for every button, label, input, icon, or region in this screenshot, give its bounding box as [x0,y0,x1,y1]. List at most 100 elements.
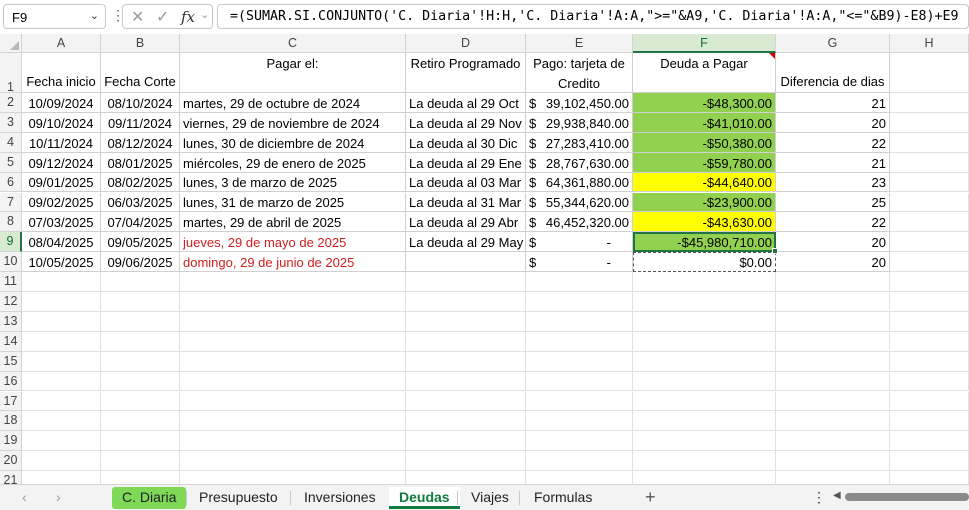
cell-g8[interactable]: 22 [776,212,890,233]
cell-c9[interactable]: jueves, 29 de mayo de 2025 [180,232,406,253]
cell[interactable] [526,351,633,372]
cell-c8[interactable]: martes, 29 de abril de 2025 [180,212,406,233]
tab-c-diaria[interactable]: C. Diaria [112,487,187,509]
cell[interactable] [526,311,633,332]
cell[interactable] [890,431,969,452]
cell-f8[interactable]: -$43,630.00 [633,212,776,233]
cell[interactable] [776,272,890,292]
cell[interactable] [406,331,526,352]
cell-a5[interactable]: 09/12/2024 [22,152,101,173]
row-header-12[interactable]: 12 [0,292,22,312]
cell-a8[interactable]: 07/03/2025 [22,212,101,233]
row-header-16[interactable]: 16 [0,371,22,392]
row-header-20[interactable]: 20 [0,451,22,472]
cell[interactable] [406,351,526,372]
tab-inversiones[interactable]: Inversiones [304,489,376,505]
header-cell-e[interactable]: Pago: tarjeta de Credito [526,53,633,93]
cell[interactable] [526,411,633,432]
chevron-left-icon[interactable]: ‹ [22,489,27,505]
cell-f5[interactable]: -$59,780.00 [633,152,776,173]
cell[interactable] [22,391,101,412]
cell-g2[interactable]: 21 [776,93,890,113]
cell-f7[interactable]: -$23,900.00 [633,192,776,213]
horizontal-scrollbar[interactable]: ◀ [833,490,969,504]
cell[interactable] [101,371,180,392]
cell[interactable] [406,391,526,412]
cell[interactable] [776,351,890,372]
cell[interactable] [22,292,101,312]
cell-a10[interactable]: 10/05/2025 [22,252,101,273]
cell-e3[interactable]: $29,938,840.00 [526,112,633,133]
cell[interactable] [180,391,406,412]
cell-b10[interactable]: 09/06/2025 [101,252,180,273]
cell-b7[interactable]: 06/03/2025 [101,192,180,213]
column-header-h[interactable]: H [890,34,969,53]
name-box[interactable]: F9 ⌄ [3,4,106,29]
cell[interactable] [633,451,776,472]
scrollbar-thumb[interactable] [845,493,969,501]
cell[interactable] [890,272,969,292]
cell-d10[interactable] [406,252,526,273]
cell[interactable] [180,351,406,372]
row-header-1[interactable]: 1 [0,53,22,94]
cell-g6[interactable]: 23 [776,172,890,193]
cell-b9[interactable]: 09/05/2025 [101,232,180,253]
cell[interactable] [633,311,776,332]
cell[interactable] [890,232,969,253]
cell-a6[interactable]: 09/01/2025 [22,172,101,193]
cell-c4[interactable]: lunes, 30 de diciembre de 2024 [180,132,406,153]
cell[interactable] [180,311,406,332]
cell[interactable] [526,391,633,412]
cell[interactable] [22,272,101,292]
cell[interactable] [526,431,633,452]
cell[interactable] [22,371,101,392]
header-cell-b[interactable]: Fecha Corte [101,53,180,93]
cell[interactable] [890,252,969,273]
cell[interactable] [406,311,526,332]
cell[interactable] [180,292,406,312]
cell-d3[interactable]: La deuda al 29 Nov [406,112,526,133]
cell[interactable] [101,292,180,312]
cell[interactable] [180,411,406,432]
column-header-d[interactable]: D [406,34,526,53]
cell-d6[interactable]: La deuda al 03 Mar [406,172,526,193]
cell[interactable] [526,272,633,292]
cell-b3[interactable]: 09/11/2024 [101,112,180,133]
cell[interactable] [776,371,890,392]
row-header-7[interactable]: 7 [0,192,22,213]
column-header-c[interactable]: C [180,34,406,53]
cell[interactable] [633,391,776,412]
row-header-10[interactable]: 10 [0,252,22,273]
cell[interactable] [22,451,101,472]
cell-c2[interactable]: martes, 29 de octubre de 2024 [180,93,406,113]
plus-icon[interactable]: + [645,487,656,507]
cell[interactable] [101,272,180,292]
chevron-down-icon[interactable]: ⌄ [200,9,210,21]
cell[interactable] [180,272,406,292]
cell[interactable] [526,371,633,392]
cell-g10[interactable]: 20 [776,252,890,273]
fx-icon[interactable]: fx [181,8,196,26]
chevron-down-icon[interactable]: ⌄ [89,10,99,22]
cell[interactable] [22,351,101,372]
cell-g9[interactable]: 20 [776,232,890,253]
cell-g3[interactable]: 20 [776,112,890,133]
cell-a3[interactable]: 09/10/2024 [22,112,101,133]
cell[interactable] [406,292,526,312]
header-cell-a[interactable]: Fecha inicio [22,53,101,93]
cell-d9[interactable]: La deuda al 29 May [406,232,526,253]
cell-d5[interactable]: La deuda al 29 Ene [406,152,526,173]
cell-e2[interactable]: $39,102,450.00 [526,93,633,113]
tab-deudas[interactable]: Deudas [389,487,460,509]
cell-a2[interactable]: 10/09/2024 [22,93,101,113]
cell[interactable] [890,411,969,432]
cell-d7[interactable]: La deuda al 31 Mar [406,192,526,213]
cell[interactable] [890,93,969,113]
cell[interactable] [776,311,890,332]
cell-c5[interactable]: miércoles, 29 de enero de 2025 [180,152,406,173]
cell[interactable] [890,152,969,173]
cell[interactable] [776,331,890,352]
cell[interactable] [633,371,776,392]
cell[interactable] [890,351,969,372]
cell-d2[interactable]: La deuda al 29 Oct [406,93,526,113]
